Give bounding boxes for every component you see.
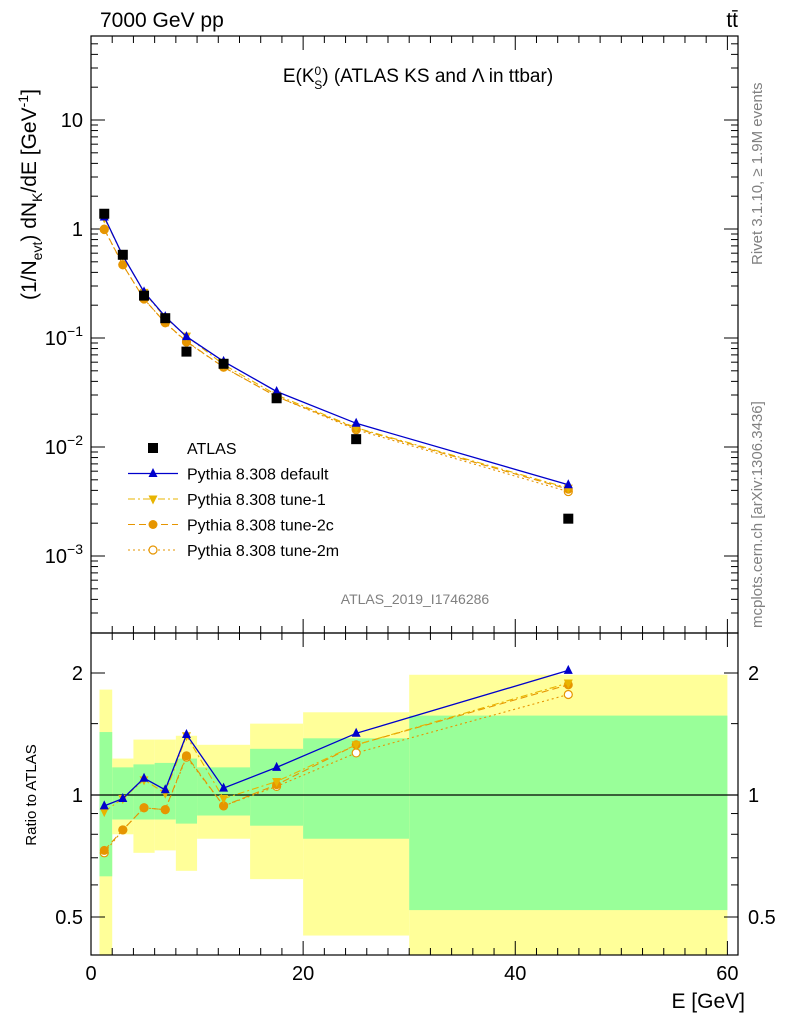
ratio-xtick-label-1: 20 bbox=[292, 963, 314, 985]
ratio-point-pythia-8-308-default-3 bbox=[160, 784, 170, 794]
main-point-atlas-3 bbox=[160, 313, 171, 324]
main-ytick-label-0: 10−3 bbox=[45, 541, 83, 568]
ylabel-e: /dE [GeV bbox=[18, 107, 41, 192]
ratio-point-pythia-8-308-tune-1-7 bbox=[351, 741, 361, 751]
ylabel-g: ] bbox=[18, 89, 41, 95]
legend: ATLAS Pythia 8.308 default Pythia 8.308 tu… bbox=[128, 441, 339, 560]
ratio-point-pythia-8-308-tune-1-8 bbox=[563, 679, 573, 689]
main-ytick-label-1: 10−2 bbox=[45, 432, 83, 459]
main-point-atlas-5 bbox=[218, 358, 229, 369]
title-sub: S bbox=[314, 78, 322, 92]
main-series bbox=[99, 208, 574, 524]
ratio-xtick-label-0: 0 bbox=[85, 963, 96, 985]
legend-label-atlas: ATLAS bbox=[187, 441, 237, 458]
ratio-point-pythia-8-308-tune-1-5 bbox=[219, 795, 229, 805]
legend-marker-pythia-8-308-tune-2m bbox=[148, 545, 158, 555]
ratio-ytick-label-0: 0.5 bbox=[55, 907, 83, 929]
ylabel-d: K bbox=[29, 192, 45, 202]
main-point-pythia-8-308-default-7 bbox=[351, 417, 361, 427]
ratio-point-pythia-8-308-tune-2m-8 bbox=[563, 689, 573, 700]
ratio-point-pythia-8-308-default-8 bbox=[563, 664, 573, 674]
main-point-atlas-1 bbox=[117, 249, 128, 260]
main-line-pythia-8-308-tune-2m bbox=[103, 229, 569, 493]
ratio-band-inner-8 bbox=[409, 715, 728, 911]
ratio-ylabel: Ratio to ATLAS bbox=[23, 744, 40, 845]
legend-marker-pythia-8-308-default bbox=[148, 468, 158, 477]
ratio-ytick-label-1: 1 bbox=[72, 785, 83, 807]
main-line-pythia-8-308-tune-1 bbox=[103, 217, 569, 489]
main-ytick-label-4: 10 bbox=[61, 110, 83, 132]
energy-label: 7000 GeV pp bbox=[100, 9, 224, 32]
main-point-atlas-2 bbox=[139, 290, 150, 301]
main-point-pythia-8-308-tune-2c-1 bbox=[118, 260, 128, 270]
main-point-atlas-0 bbox=[99, 208, 110, 219]
ratio-band-inner-2 bbox=[133, 764, 155, 820]
ratio-point-pythia-8-308-default-1 bbox=[118, 793, 128, 803]
main-point-atlas-7 bbox=[351, 434, 362, 445]
legend-label-pythia-8-308-default: Pythia 8.308 default bbox=[187, 467, 329, 484]
main-point-pythia-8-308-tune-2c-0 bbox=[99, 224, 109, 234]
legend-label-pythia-8-308-tune-2c: Pythia 8.308 tune-2c bbox=[187, 518, 334, 535]
ratio-point-pythia-8-308-default-5 bbox=[219, 782, 229, 792]
ylabel-c: ) dN bbox=[18, 202, 41, 242]
main-point-atlas-4 bbox=[181, 346, 192, 357]
title-rest: ) (ATLAS KS and Λ in ttbar) bbox=[322, 66, 553, 87]
ratio-point-pythia-8-308-tune-1-0 bbox=[99, 808, 109, 818]
main-ytick-label-3: 1 bbox=[72, 219, 83, 241]
legend-marker-pythia-8-308-tune-1 bbox=[148, 495, 158, 505]
ratio-point-pythia-8-308-default-2 bbox=[139, 772, 149, 782]
ratio-ytick-label-right-1: 1 bbox=[748, 785, 759, 807]
main-point-atlas-8 bbox=[563, 513, 574, 524]
main-line-pythia-8-308-default bbox=[103, 216, 569, 486]
legend-label-pythia-8-308-tune-1: Pythia 8.308 tune-1 bbox=[187, 492, 326, 509]
ratio-ytick-label-2: 2 bbox=[72, 663, 83, 685]
main-point-atlas-6 bbox=[271, 393, 282, 404]
ratio-point-pythia-8-308-default-0 bbox=[99, 800, 109, 810]
main-point-pythia-8-308-default-4 bbox=[181, 331, 191, 341]
ratio-panel: 0.5 0.51 12 20 20 40 60 Ratio to ATLAS E [GeV] bbox=[23, 632, 776, 1013]
main-point-pythia-8-308-default-6 bbox=[272, 385, 282, 395]
legend-label-pythia-8-308-tune-2m: Pythia 8.308 tune-2m bbox=[187, 543, 339, 560]
ratio-xtick-label-3: 60 bbox=[716, 963, 738, 985]
ratio-ytick-label-right-2: 2 bbox=[748, 663, 759, 685]
ratio-point-pythia-8-308-tune-2c-3 bbox=[160, 805, 170, 815]
ratio-band-inner-4 bbox=[175, 758, 198, 824]
legend-marker-atlas bbox=[148, 443, 158, 453]
main-title: E(K0 S) (ATLAS KS and Λ in ttbar) bbox=[283, 64, 553, 92]
process-label: tt̄ bbox=[726, 9, 738, 32]
ratio-point-pythia-8-308-default-6 bbox=[272, 761, 282, 771]
main-axis-ticks: 10−3 10−2 10−1 1 10 bbox=[45, 36, 738, 633]
ylabel-a: (1/N bbox=[18, 260, 41, 300]
ylabel-b: evt bbox=[29, 242, 45, 261]
analysis-id: ATLAS_2019_I1746286 bbox=[341, 591, 490, 607]
ratio-axis-ticks: 0.5 0.51 12 20 20 40 60 bbox=[55, 633, 776, 985]
main-point-pythia-8-308-default-8 bbox=[563, 479, 573, 489]
main-panel: 10−3 10−2 10−1 1 10 E(K0 S) (ATLAS KS and Λ i… bbox=[15, 35, 739, 634]
title-sup: 0 bbox=[315, 64, 322, 78]
ratio-point-pythia-8-308-tune-2c-0 bbox=[99, 845, 109, 855]
ratio-point-pythia-8-308-tune-2c-5 bbox=[219, 801, 229, 811]
ratio-series bbox=[99, 664, 573, 858]
ratio-point-pythia-8-308-tune-2c-4 bbox=[181, 751, 191, 761]
ratio-point-pythia-8-308-tune-1-6 bbox=[272, 777, 282, 787]
main-line-pythia-8-308-tune-2c bbox=[103, 228, 569, 490]
ratio-bands bbox=[99, 674, 728, 955]
ratio-frame bbox=[90, 632, 739, 956]
rivet-label: Rivet 3.1.10, ≥ 1.9M events bbox=[749, 83, 766, 266]
ratio-point-pythia-8-308-default-4 bbox=[181, 729, 191, 739]
ratio-ytick-label-right-0: 0.5 bbox=[748, 907, 776, 929]
main-ytick-label-2: 10−1 bbox=[45, 323, 83, 350]
legend-marker-pythia-8-308-tune-2c bbox=[148, 520, 158, 529]
mcplots-label: mcplots.cern.ch [arXiv:1306.3436] bbox=[749, 401, 766, 628]
ratio-xlabel: E [GeV] bbox=[671, 990, 745, 1013]
main-ylabel: (1/Nevt) dNK/dE [GeV-1] bbox=[15, 89, 45, 300]
ratio-point-pythia-8-308-default-7 bbox=[351, 727, 361, 737]
ylabel-f: -1 bbox=[15, 95, 31, 108]
ratio-point-pythia-8-308-tune-2c-1 bbox=[118, 825, 128, 835]
ratio-point-pythia-8-308-tune-2c-2 bbox=[139, 803, 149, 813]
title-main: E(K bbox=[283, 66, 315, 87]
ratio-xtick-label-2: 40 bbox=[504, 963, 526, 985]
